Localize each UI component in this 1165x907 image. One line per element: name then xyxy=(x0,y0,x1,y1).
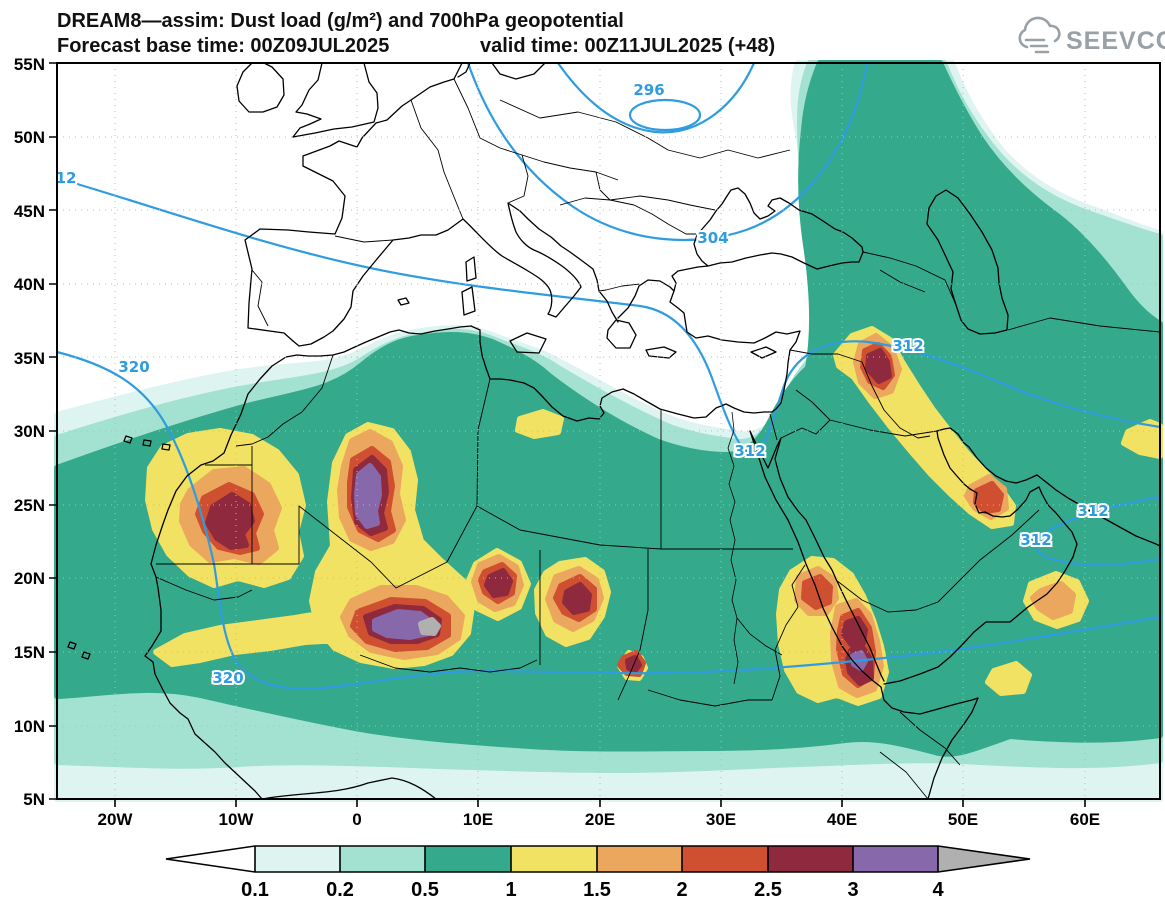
coastline-redsea xyxy=(749,430,885,688)
lon-tick-label: 10W xyxy=(219,810,255,829)
contour-label: 312 xyxy=(734,442,765,460)
legend-segment-2_5 xyxy=(768,846,853,872)
lon-tick-label: 50E xyxy=(948,810,978,829)
contour-line-312-east xyxy=(1034,495,1162,567)
contour-label: 312 xyxy=(1020,531,1051,549)
legend-labels: 0.1 0.2 0.5 1 1.5 2 2.5 3 4 xyxy=(241,879,944,901)
legend-segment-0_1 xyxy=(255,846,340,872)
contour-line-312 xyxy=(55,176,1162,458)
legend-value: 2.5 xyxy=(754,879,782,901)
country-borders xyxy=(155,78,1161,800)
coastline-caspian xyxy=(926,189,1009,335)
legend-segment-0_5 xyxy=(425,846,511,872)
legend-segment-3 xyxy=(853,846,938,872)
lat-tick-label: 40N xyxy=(14,275,45,294)
legend-value: 1.5 xyxy=(583,879,611,901)
lat-tick-label: 20N xyxy=(14,569,45,588)
contour-label: 296 xyxy=(633,81,664,99)
dust-region-ge-2_5 xyxy=(205,348,892,686)
colorbar-legend: 0.1 0.2 0.5 1 1.5 2 2.5 3 4 xyxy=(165,845,1031,901)
longitude-axis: 20W 10W 0 10E 20E 30E 40E 50E 60E xyxy=(98,810,1101,829)
legend-arrow-high xyxy=(938,846,1030,872)
lat-tick-label: 10N xyxy=(14,717,45,736)
borders-middle-east xyxy=(769,251,1161,613)
page-title: DREAM8—assim: Dust load (g/m²) and 700hP… xyxy=(57,10,624,32)
lon-tick-label: 60E xyxy=(1070,810,1100,829)
geopotential-contours xyxy=(55,61,1162,690)
lat-tick-label: 55N xyxy=(14,55,45,74)
dust-region-ge-4 xyxy=(418,617,441,636)
contour-line-320 xyxy=(55,350,1162,690)
logo-text: SEEVCCC xyxy=(1066,27,1165,55)
coastline-europe-atlantic xyxy=(236,62,546,342)
seevccc-logo: SEEVCCC xyxy=(1018,16,1165,55)
lat-tick-label: 15N xyxy=(14,643,45,662)
latitude-axis: 55N 50N 45N 40N 35N 30N 25N 20N 15N 10N … xyxy=(14,55,45,809)
lat-tick-label: 5N xyxy=(23,790,45,809)
legend-value: 0.1 xyxy=(241,879,269,901)
legend-segment-1 xyxy=(511,846,597,872)
contour-label: 320 xyxy=(118,358,149,376)
contour-label: 320 xyxy=(212,669,243,687)
lon-tick-label: 20W xyxy=(98,810,134,829)
lat-tick-label: 35N xyxy=(14,349,45,368)
legend-value: 4 xyxy=(932,879,944,901)
contour-label: 12 xyxy=(56,169,77,187)
legend-value: 1 xyxy=(505,879,516,901)
lon-tick-label: 10E xyxy=(463,810,493,829)
legend-segment-0_2 xyxy=(340,846,425,872)
legend-segment-1_5 xyxy=(597,846,682,872)
borders-europe xyxy=(251,78,791,327)
cloud-icon xyxy=(1018,16,1061,54)
lat-tick-label: 50N xyxy=(14,128,45,147)
contour-line-304 xyxy=(466,61,870,242)
legend-value: 0.5 xyxy=(411,879,439,901)
dust-fill-layers xyxy=(54,60,1163,802)
lat-tick-label: 25N xyxy=(14,496,45,515)
coastline-west-africa xyxy=(144,354,437,800)
lon-tick-label: 0 xyxy=(352,810,361,829)
legend-value: 3 xyxy=(847,879,858,901)
lon-tick-label: 20E xyxy=(585,810,615,829)
legend-value: 0.2 xyxy=(326,879,354,901)
legend-arrow-low xyxy=(166,846,255,872)
lon-tick-label: 40E xyxy=(827,810,857,829)
coastline-horn-of-africa xyxy=(880,686,979,800)
axis-ticks xyxy=(49,62,1086,807)
lat-tick-label: 45N xyxy=(14,202,45,221)
islands xyxy=(67,256,777,660)
forecast-base-time: Forecast base time: 00Z09JUL2025 xyxy=(57,35,389,57)
coastline-turkey-levant-africa xyxy=(296,279,801,422)
coastline-mediterranean-north xyxy=(292,202,709,349)
legend-outline xyxy=(165,845,1031,873)
lat-tick-label: 30N xyxy=(14,422,45,441)
lon-tick-label: 30E xyxy=(706,810,736,829)
contour-line-296 xyxy=(556,61,756,134)
contour-label: 312 xyxy=(1077,502,1108,520)
borders-africa xyxy=(155,354,961,800)
graticule-grid xyxy=(57,63,1160,799)
valid-time: valid time: 00Z11JUL2025 (+48) xyxy=(480,35,775,57)
contour-label: 304 xyxy=(697,229,728,247)
legend-segment-2 xyxy=(682,846,768,872)
contour-label: 312 xyxy=(892,337,923,355)
nile-river xyxy=(727,411,783,685)
legend-value: 2 xyxy=(676,879,687,901)
